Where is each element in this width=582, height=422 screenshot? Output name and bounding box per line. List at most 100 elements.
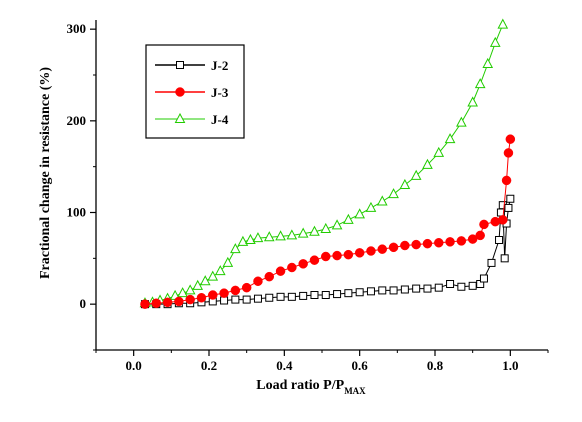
series-j-3-point [388,242,399,253]
legend-label-j-4: J-4 [211,112,229,127]
series-j-3-point [475,230,485,241]
x-axis-title: Load ratio P/PMAX [256,378,366,396]
series-j-3-point [479,219,489,230]
series-j-4-point [275,230,286,241]
x-tick-label: 0.8 [427,358,444,373]
series-j-3-point [377,244,388,254]
series-j-2-point [504,203,513,212]
series-j-2-point [479,274,488,283]
series-j-3-point [140,299,150,309]
series-j-3-point [366,246,376,256]
x-tick-label: 0.6 [352,358,369,373]
legend: J-2 J-3 J-4 [145,44,245,139]
series-j-2 [140,194,515,309]
series-j-3-point [321,251,331,262]
series-j-2-point [287,292,296,301]
series-j-3-point [400,240,410,251]
series-j-4-point [343,213,354,224]
series-j-2-line [144,198,511,305]
series-j-4-point [245,233,256,244]
series-j-3-point [264,271,275,282]
series-j-4-point [482,57,494,68]
y-axis-title: Fractional change in resistance (%) [38,67,53,279]
series-j-4-point [354,208,365,219]
series-j-3-point [434,238,444,248]
series-j-3-point [196,293,207,303]
series-j-4-point [297,227,309,238]
series-j-2-point [299,291,308,300]
series-j-3-point [505,134,516,144]
series-j-2-point [265,293,274,302]
series-j-4-point [489,36,501,47]
series-j-2-point [231,295,240,304]
series-j-4-point [474,78,486,89]
series-j-2-point [506,194,515,203]
series-j-2-point [468,281,477,290]
series-j-2-point [434,283,443,292]
series-j-2-point [253,294,262,303]
series-j-4-point [214,265,226,276]
y-tick-label: 200 [67,113,87,128]
series-j-3-point [501,175,512,186]
series-j-4-point [177,287,188,298]
series-j-4-point [399,178,411,189]
series-j-2-point [220,296,229,305]
y-tick-label: 0 [80,296,87,311]
series-j-3-point [298,259,308,269]
series-j-2-point [276,292,285,301]
series-j-3-point [287,262,297,273]
series-j-4-point [456,116,467,127]
series-j-4-point [422,158,433,169]
series-j-3-point [411,239,421,250]
series-j-2-point [457,282,466,291]
series-j-3-point [332,250,342,261]
series-j-4-point [410,169,422,180]
series-j-3-point [445,237,455,247]
series-j-4-point [192,279,204,290]
legend-marker-j-4 [174,112,186,123]
series-j-4-point [222,256,234,267]
series-j-3-point [208,290,218,300]
series-j-4-point [376,195,388,206]
series-j-4-point [320,222,332,233]
series-j-4-point [388,188,399,199]
x-tick-label: 1.0 [502,358,518,373]
series-j-4-point [207,270,219,281]
series-j-2-point [321,291,330,299]
x-tick-label: 0.2 [201,358,217,373]
series-j-2-point [423,284,432,293]
series-j-3-point [219,288,229,298]
series-j-4-point [230,243,241,254]
series-j-2-point [366,287,375,296]
series-j-4-point [286,229,298,240]
series-j-2-point [355,288,364,297]
series-j-3-point [456,236,467,246]
series-j-2-point [378,286,387,295]
series-j-3-point [354,248,365,258]
series-j-3-point [185,294,195,305]
x-tick-label: 0.4 [276,358,293,373]
series-j-3-point [498,215,508,225]
series-j-4-point [184,284,196,295]
series-j-4-point [309,225,320,236]
series-j-3-point [230,285,241,296]
series-j-4-point [199,275,211,286]
series-j-2-point [446,280,455,288]
series-j-3-point [467,234,478,244]
series-j-3-point [162,297,173,308]
series-j-4-point [444,133,456,144]
series-j-3-point [151,298,162,308]
series-layer [139,18,516,309]
series-j-4-point [252,232,264,243]
series-j-3-point [174,296,184,307]
x-axis-title-main: Load ratio P/P [256,378,344,393]
series-j-3 [140,134,516,309]
legend-label-j-2: J-2 [211,58,228,73]
legend-label-j-3: J-3 [211,85,229,100]
series-j-4-point [263,231,275,242]
series-j-3-point [309,255,320,265]
y-tick-label: 100 [67,205,87,220]
y-tick-label: 300 [67,21,87,36]
series-j-2-point [389,286,398,295]
